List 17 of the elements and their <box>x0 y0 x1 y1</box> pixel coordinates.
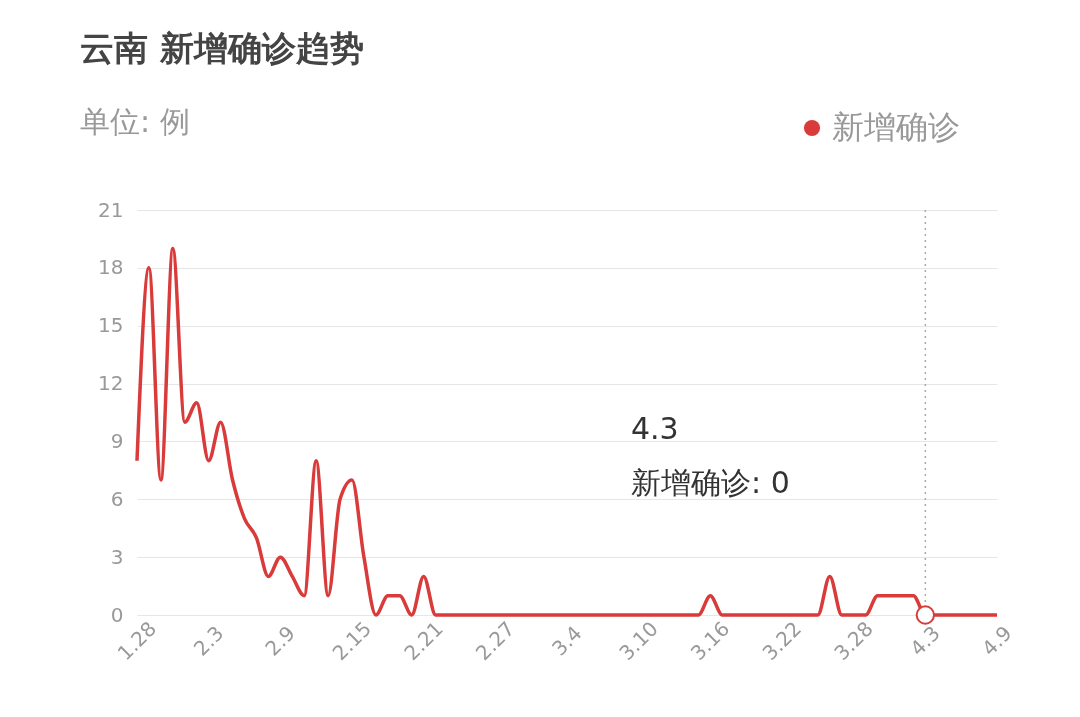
y-tick-label: 12 <box>98 371 124 396</box>
y-tick-label: 3 <box>110 544 124 569</box>
y-axis-title: 单位: 例 <box>80 104 190 139</box>
y-tick-label: 15 <box>98 313 124 338</box>
chart-title: 云南 新增确诊趋势 <box>80 28 364 68</box>
y-tick-label: 21 <box>98 197 124 222</box>
x-tick-label: 3.4 <box>547 621 587 661</box>
annotation: 4.3 新增确诊: 0 <box>631 411 790 500</box>
legend-label: 新增确诊 <box>832 108 960 146</box>
y-tick-label: 18 <box>98 255 124 280</box>
x-tick-label: 2.9 <box>260 621 300 661</box>
y-tick-label: 6 <box>110 486 124 511</box>
x-tick-label: 4.3 <box>905 621 945 661</box>
y-tick-label: 9 <box>110 428 124 453</box>
y-tick-label: 0 <box>110 602 124 627</box>
x-tick-label: 2.3 <box>188 621 229 661</box>
x-tick-label: 4.9 <box>977 621 1017 661</box>
